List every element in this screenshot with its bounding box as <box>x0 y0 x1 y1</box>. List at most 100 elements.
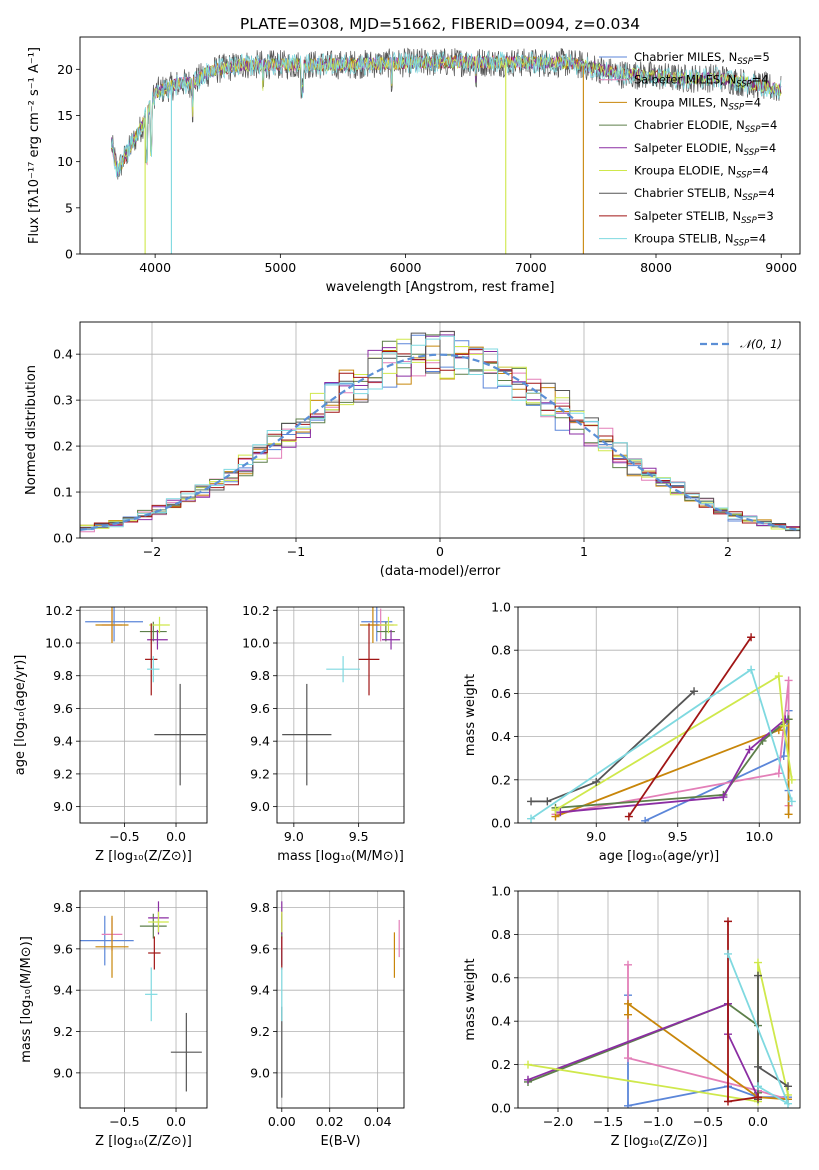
mass-weight-marker <box>527 814 536 823</box>
legend-subscript: SSP <box>741 216 757 226</box>
y-axis-label: Normed distribution <box>24 365 39 495</box>
mass-weight-marker <box>774 672 783 681</box>
mass-weight-marker <box>551 806 560 815</box>
y-tick-label: 9.2 <box>53 766 73 781</box>
errorbar-point-chabrier-stelib <box>154 683 206 786</box>
legend-label: Chabrier MILES, N <box>634 50 737 64</box>
residual-histogram-kroupa-stelib <box>80 335 800 538</box>
mass-weight-marker <box>754 958 762 967</box>
spectrum-line-chabrier-miles <box>111 55 581 174</box>
mass-weight-line-chabrier-elodie <box>555 718 790 809</box>
legend-label: Kroupa MILES, N <box>634 95 729 109</box>
y-tick-label: 0.3 <box>53 393 73 408</box>
y-axis-label: age [log₁₀(age/yr)] <box>13 655 28 776</box>
x-axis-label: Z [log₁₀(Z/Z⊙)] <box>95 849 192 864</box>
mass-weight-marker <box>556 808 565 817</box>
x-tick-label: −0.5 <box>109 1114 139 1129</box>
legend-value: =4 <box>744 95 761 109</box>
legend-value: =4 <box>752 73 769 87</box>
legend-subscript: SSP <box>745 125 761 135</box>
mass-weight-marker <box>754 1062 762 1071</box>
mass-vs-EBV-plot-area <box>281 901 400 1098</box>
y-tick-label: 9.2 <box>53 1024 73 1039</box>
y-tick-label: 9.4 <box>250 734 270 749</box>
y-tick-label: 5 <box>65 200 73 215</box>
y-tick-label: 0.4 <box>53 347 73 362</box>
x-tick-label: 0.0 <box>748 1114 768 1129</box>
legend-label: Kroupa STELIB, N <box>634 232 734 246</box>
y-tick-label: 0.6 <box>491 970 511 985</box>
legend-entry-kroupa-elodie: Kroupa ELODIE, NSSP=4 <box>634 164 769 181</box>
y-tick-label: 9.4 <box>53 734 73 749</box>
mass-weight-marker <box>754 1093 762 1102</box>
y-tick-label: 9.0 <box>250 799 270 814</box>
x-tick-label: −0.5 <box>693 1114 723 1129</box>
y-tick-label: 0.1 <box>53 485 73 500</box>
y-tick-label: 1.0 <box>491 600 511 615</box>
legend-entry-chabrier-miles: Chabrier MILES, NSSP=5 <box>634 50 770 67</box>
x-tick-label: 8000 <box>640 260 672 275</box>
errorbar-point-kroupa-stelib <box>145 967 158 1022</box>
mass-weight-line-kroupa-miles <box>627 1002 789 1101</box>
mass-vs-Z-axes: −0.5 0.0 9.0 9.2 9.4 9.6 9.8 <box>53 891 207 1129</box>
gaussian-reference-curve <box>80 353 800 531</box>
x-tick-label: 0.02 <box>316 1114 344 1129</box>
x-tick-label: 9.5 <box>349 829 369 844</box>
x-axis-label: Z [log₁₀(Z/Z⊙)] <box>95 1134 192 1149</box>
mass-weight-marker <box>524 1060 532 1069</box>
y-tick-label: 20 <box>57 62 73 77</box>
mass-weight-marker <box>719 793 728 802</box>
legend-label: Salpeter ELODIE, N <box>634 141 744 155</box>
mass-weight-marker <box>784 1082 792 1091</box>
errorbar-point-salpeter-stelib <box>145 623 158 696</box>
legend-value: =4 <box>759 141 776 155</box>
y-tick-label: 9.6 <box>53 941 73 956</box>
mass-weight-marker <box>784 1099 792 1108</box>
legend-label: Chabrier STELIB, N <box>634 186 742 200</box>
errorbar-point-chabrier-stelib <box>170 1012 202 1092</box>
errorbar-point-kroupa-elodie <box>149 616 170 634</box>
y-tick-label: 9.8 <box>53 668 73 683</box>
errorbar-point-kroupa-stelib <box>326 656 360 683</box>
age-vs-Z-axes: −0.5 0.0 9.0 9.2 9.4 9.6 9.8 10.0 10.2 <box>45 603 207 844</box>
y-tick-label: 10.2 <box>45 603 73 618</box>
y-tick-label: 9.6 <box>250 941 270 956</box>
y-tick-label: 10.0 <box>242 636 270 651</box>
legend-value: =5 <box>753 50 770 64</box>
errorbar-point-chabrier-stelib <box>282 683 332 786</box>
errorbar-point-kroupa-elodie <box>148 911 169 933</box>
y-tick-label: 0.8 <box>491 927 511 942</box>
x-tick-label: 0.0 <box>166 829 186 844</box>
y-tick-label: 9.4 <box>53 983 73 998</box>
y-tick-label: 9.2 <box>250 766 270 781</box>
legend-value: =4 <box>760 118 777 132</box>
spectrum-line-kroupa-miles <box>110 55 581 175</box>
errorbar-point-kroupa-miles <box>95 607 129 643</box>
age-vs-mass-axes: 9.0 9.5 9.0 9.2 9.4 9.6 9.8 10.0 10.2 <box>242 603 404 844</box>
y-tick-label: 0.4 <box>491 729 511 744</box>
mass-weight-line-kroupa-elodie <box>555 674 793 811</box>
y-tick-label: 9.4 <box>250 983 270 998</box>
mass-weight-line-chabrier-stelib <box>757 975 789 1100</box>
mass-weight-line-salpeter-miles <box>555 680 790 816</box>
mass-weight-marker <box>524 1075 532 1084</box>
legend-entry-salpeter-miles: Salpeter MILES, NSSP=4 <box>634 73 769 90</box>
x-tick-label: −0.5 <box>109 829 139 844</box>
mass-weight-marker <box>724 917 732 926</box>
y-tick-label: 0.0 <box>491 1101 511 1116</box>
y-tick-label: 9.6 <box>53 701 73 716</box>
y-tick-label: 0.8 <box>491 643 511 658</box>
age-vs-Z-plot-area <box>85 607 206 786</box>
axes-frame <box>517 890 801 1109</box>
legend-entry-chabrier-stelib: Chabrier STELIB, NSSP=4 <box>634 186 775 203</box>
legend-label: Salpeter STELIB, N <box>634 209 741 223</box>
x-axis-label: age [log₁₀(age/yr)] <box>599 849 720 864</box>
massweight-vs-Z-plot-area <box>524 917 792 1108</box>
y-tick-label: 9.2 <box>250 1024 270 1039</box>
mass-weight-marker <box>690 687 699 696</box>
y-axis-label: mass weight <box>463 958 478 1040</box>
y-tick-label: 0.0 <box>53 531 73 546</box>
y-tick-label: 0.2 <box>491 1057 511 1072</box>
legend-entry-salpeter-stelib: Salpeter STELIB, NSSP=3 <box>634 209 774 226</box>
